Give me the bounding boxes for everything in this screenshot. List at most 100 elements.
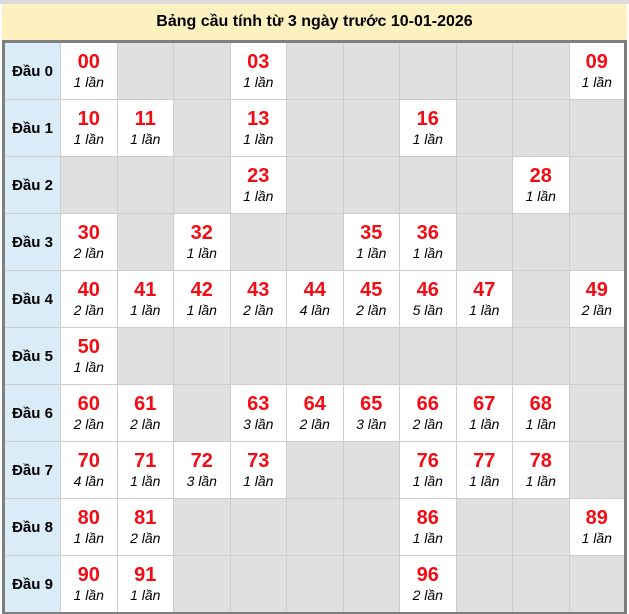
empty-cell	[286, 41, 344, 100]
empty-cell	[342, 498, 400, 556]
empty-cell	[286, 156, 344, 214]
stat-cell-64: 64 2 lần	[286, 384, 344, 442]
number-value: 00	[77, 50, 100, 73]
empty-cell	[455, 99, 513, 157]
empty-cell	[173, 555, 231, 614]
empty-cell	[512, 41, 570, 100]
stat-cell-47: 47 1 lần	[455, 270, 513, 328]
stat-cell-78: 78 1 lần	[512, 441, 570, 499]
empty-cell	[173, 498, 231, 556]
table-title-bar: Bảng cầu tính từ 3 ngày trước 10-01-2026	[2, 4, 627, 40]
number-value: 70	[77, 449, 100, 472]
number-count: 1 lần	[525, 187, 556, 204]
empty-cell	[60, 156, 118, 214]
number-count: 1 lần	[243, 187, 274, 204]
number-value: 80	[77, 506, 100, 529]
cau-table-body: Đầu 0 00 1 lần 03 1 lần 09 1 lần Đầu 1 10 1 lần 11…	[3, 41, 626, 614]
stat-cell-46: 46 5 lần	[399, 270, 457, 328]
number-count: 1 lần	[73, 586, 104, 603]
empty-cell	[286, 441, 344, 499]
empty-cell	[286, 99, 344, 157]
stat-cell-89: 89 1 lần	[568, 498, 626, 556]
number-value: 65	[360, 392, 383, 415]
number-value: 13	[247, 107, 270, 130]
empty-cell	[568, 441, 626, 499]
number-count: 3 lần	[243, 415, 274, 432]
number-count: 2 lần	[73, 301, 104, 318]
number-count: 5 lần	[412, 301, 443, 318]
stat-cell-10: 10 1 lần	[60, 99, 118, 157]
stat-cell-40: 40 2 lần	[60, 270, 118, 328]
empty-cell	[342, 441, 400, 499]
number-count: 1 lần	[525, 472, 556, 489]
empty-cell	[286, 555, 344, 614]
number-value: 44	[303, 278, 326, 301]
number-count: 1 lần	[243, 73, 274, 90]
number-value: 73	[247, 449, 270, 472]
number-count: 1 lần	[469, 415, 500, 432]
number-count: 2 lần	[73, 415, 104, 432]
empty-cell	[512, 270, 570, 328]
empty-cell	[512, 99, 570, 157]
number-count: 2 lần	[412, 415, 443, 432]
stat-cell-76: 76 1 lần	[399, 441, 457, 499]
empty-cell	[173, 41, 231, 100]
number-count: 1 lần	[469, 301, 500, 318]
number-count: 4 lần	[299, 301, 330, 318]
number-count: 2 lần	[130, 415, 161, 432]
row-header: Đầu 8	[3, 498, 61, 556]
number-count: 2 lần	[130, 529, 161, 546]
table-row: Đầu 9 90 1 lần 91 1 lần 96 2 lần	[3, 555, 626, 614]
number-count: 1 lần	[130, 472, 161, 489]
number-value: 42	[190, 278, 213, 301]
number-count: 1 lần	[469, 472, 500, 489]
table-row: Đầu 2 23 1 lần 28 1 lần	[3, 156, 626, 214]
number-count: 1 lần	[73, 529, 104, 546]
empty-cell	[286, 213, 344, 271]
empty-cell	[399, 327, 457, 385]
stat-cell-50: 50 1 lần	[60, 327, 118, 385]
number-count: 2 lần	[412, 586, 443, 603]
number-value: 41	[134, 278, 157, 301]
number-value: 90	[77, 563, 100, 586]
empty-cell	[512, 498, 570, 556]
number-value: 76	[416, 449, 439, 472]
row-header: Đầu 7	[3, 441, 61, 499]
stat-cell-77: 77 1 lần	[455, 441, 513, 499]
stat-cell-45: 45 2 lần	[342, 270, 400, 328]
stat-cell-36: 36 1 lần	[399, 213, 457, 271]
number-count: 1 lần	[73, 358, 104, 375]
number-value: 47	[473, 278, 496, 301]
number-count: 1 lần	[243, 472, 274, 489]
stat-cell-71: 71 1 lần	[116, 441, 174, 499]
page-title: Bảng cầu tính từ 3 ngày trước 10-01-2026	[156, 13, 473, 30]
number-count: 1 lần	[130, 586, 161, 603]
number-value: 11	[134, 107, 156, 130]
empty-cell	[399, 156, 457, 214]
empty-cell	[455, 213, 513, 271]
number-count: 2 lần	[299, 415, 330, 432]
stat-cell-23: 23 1 lần	[229, 156, 287, 214]
empty-cell	[342, 555, 400, 614]
stat-cell-63: 63 3 lần	[229, 384, 287, 442]
empty-cell	[229, 555, 287, 614]
number-value: 77	[473, 449, 496, 472]
row-header: Đầu 3	[3, 213, 61, 271]
number-value: 60	[77, 392, 100, 415]
number-count: 1 lần	[356, 244, 387, 261]
number-count: 1 lần	[412, 529, 443, 546]
number-value: 45	[360, 278, 383, 301]
number-value: 30	[77, 221, 100, 244]
number-value: 46	[416, 278, 439, 301]
empty-cell	[342, 327, 400, 385]
number-count: 1 lần	[412, 130, 443, 147]
empty-cell	[229, 498, 287, 556]
number-count: 1 lần	[412, 244, 443, 261]
stat-cell-96: 96 2 lần	[399, 555, 457, 614]
number-count: 3 lần	[186, 472, 217, 489]
stat-cell-32: 32 1 lần	[173, 213, 231, 271]
empty-cell	[568, 213, 626, 271]
stat-cell-72: 72 3 lần	[173, 441, 231, 499]
number-value: 61	[134, 392, 157, 415]
stat-cell-66: 66 2 lần	[399, 384, 457, 442]
